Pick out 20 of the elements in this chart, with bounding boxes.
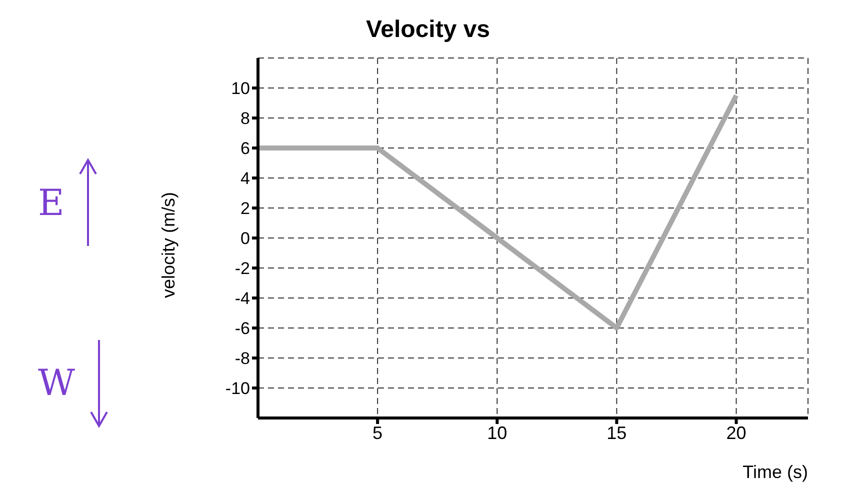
y-tick-label: 2 — [240, 199, 250, 218]
y-tick-label: -8 — [234, 349, 250, 368]
y-tick-label: -6 — [234, 319, 250, 338]
x-tick-label: 10 — [487, 422, 508, 443]
x-tick-label: 15 — [606, 422, 627, 443]
x-tick-label: 5 — [372, 422, 383, 443]
y-tick-label: 10 — [231, 79, 250, 98]
y-tick-label: -4 — [234, 289, 250, 308]
y-tick-label: 8 — [240, 109, 250, 128]
y-tick-label: -10 — [225, 379, 250, 398]
y-tick-label: -2 — [234, 259, 250, 278]
chart-title: Velocity vs — [364, 16, 492, 44]
y-axis-title: velocity (m/s) — [158, 192, 178, 298]
x-axis-title: Time (s) — [742, 462, 808, 482]
y-tick-label: 6 — [240, 139, 250, 158]
x-tick-label: 20 — [726, 422, 746, 443]
y-tick-label: 4 — [240, 169, 250, 188]
text: E — [38, 182, 64, 224]
y-tick-label: 0 — [240, 229, 250, 248]
text: W — [38, 362, 76, 404]
